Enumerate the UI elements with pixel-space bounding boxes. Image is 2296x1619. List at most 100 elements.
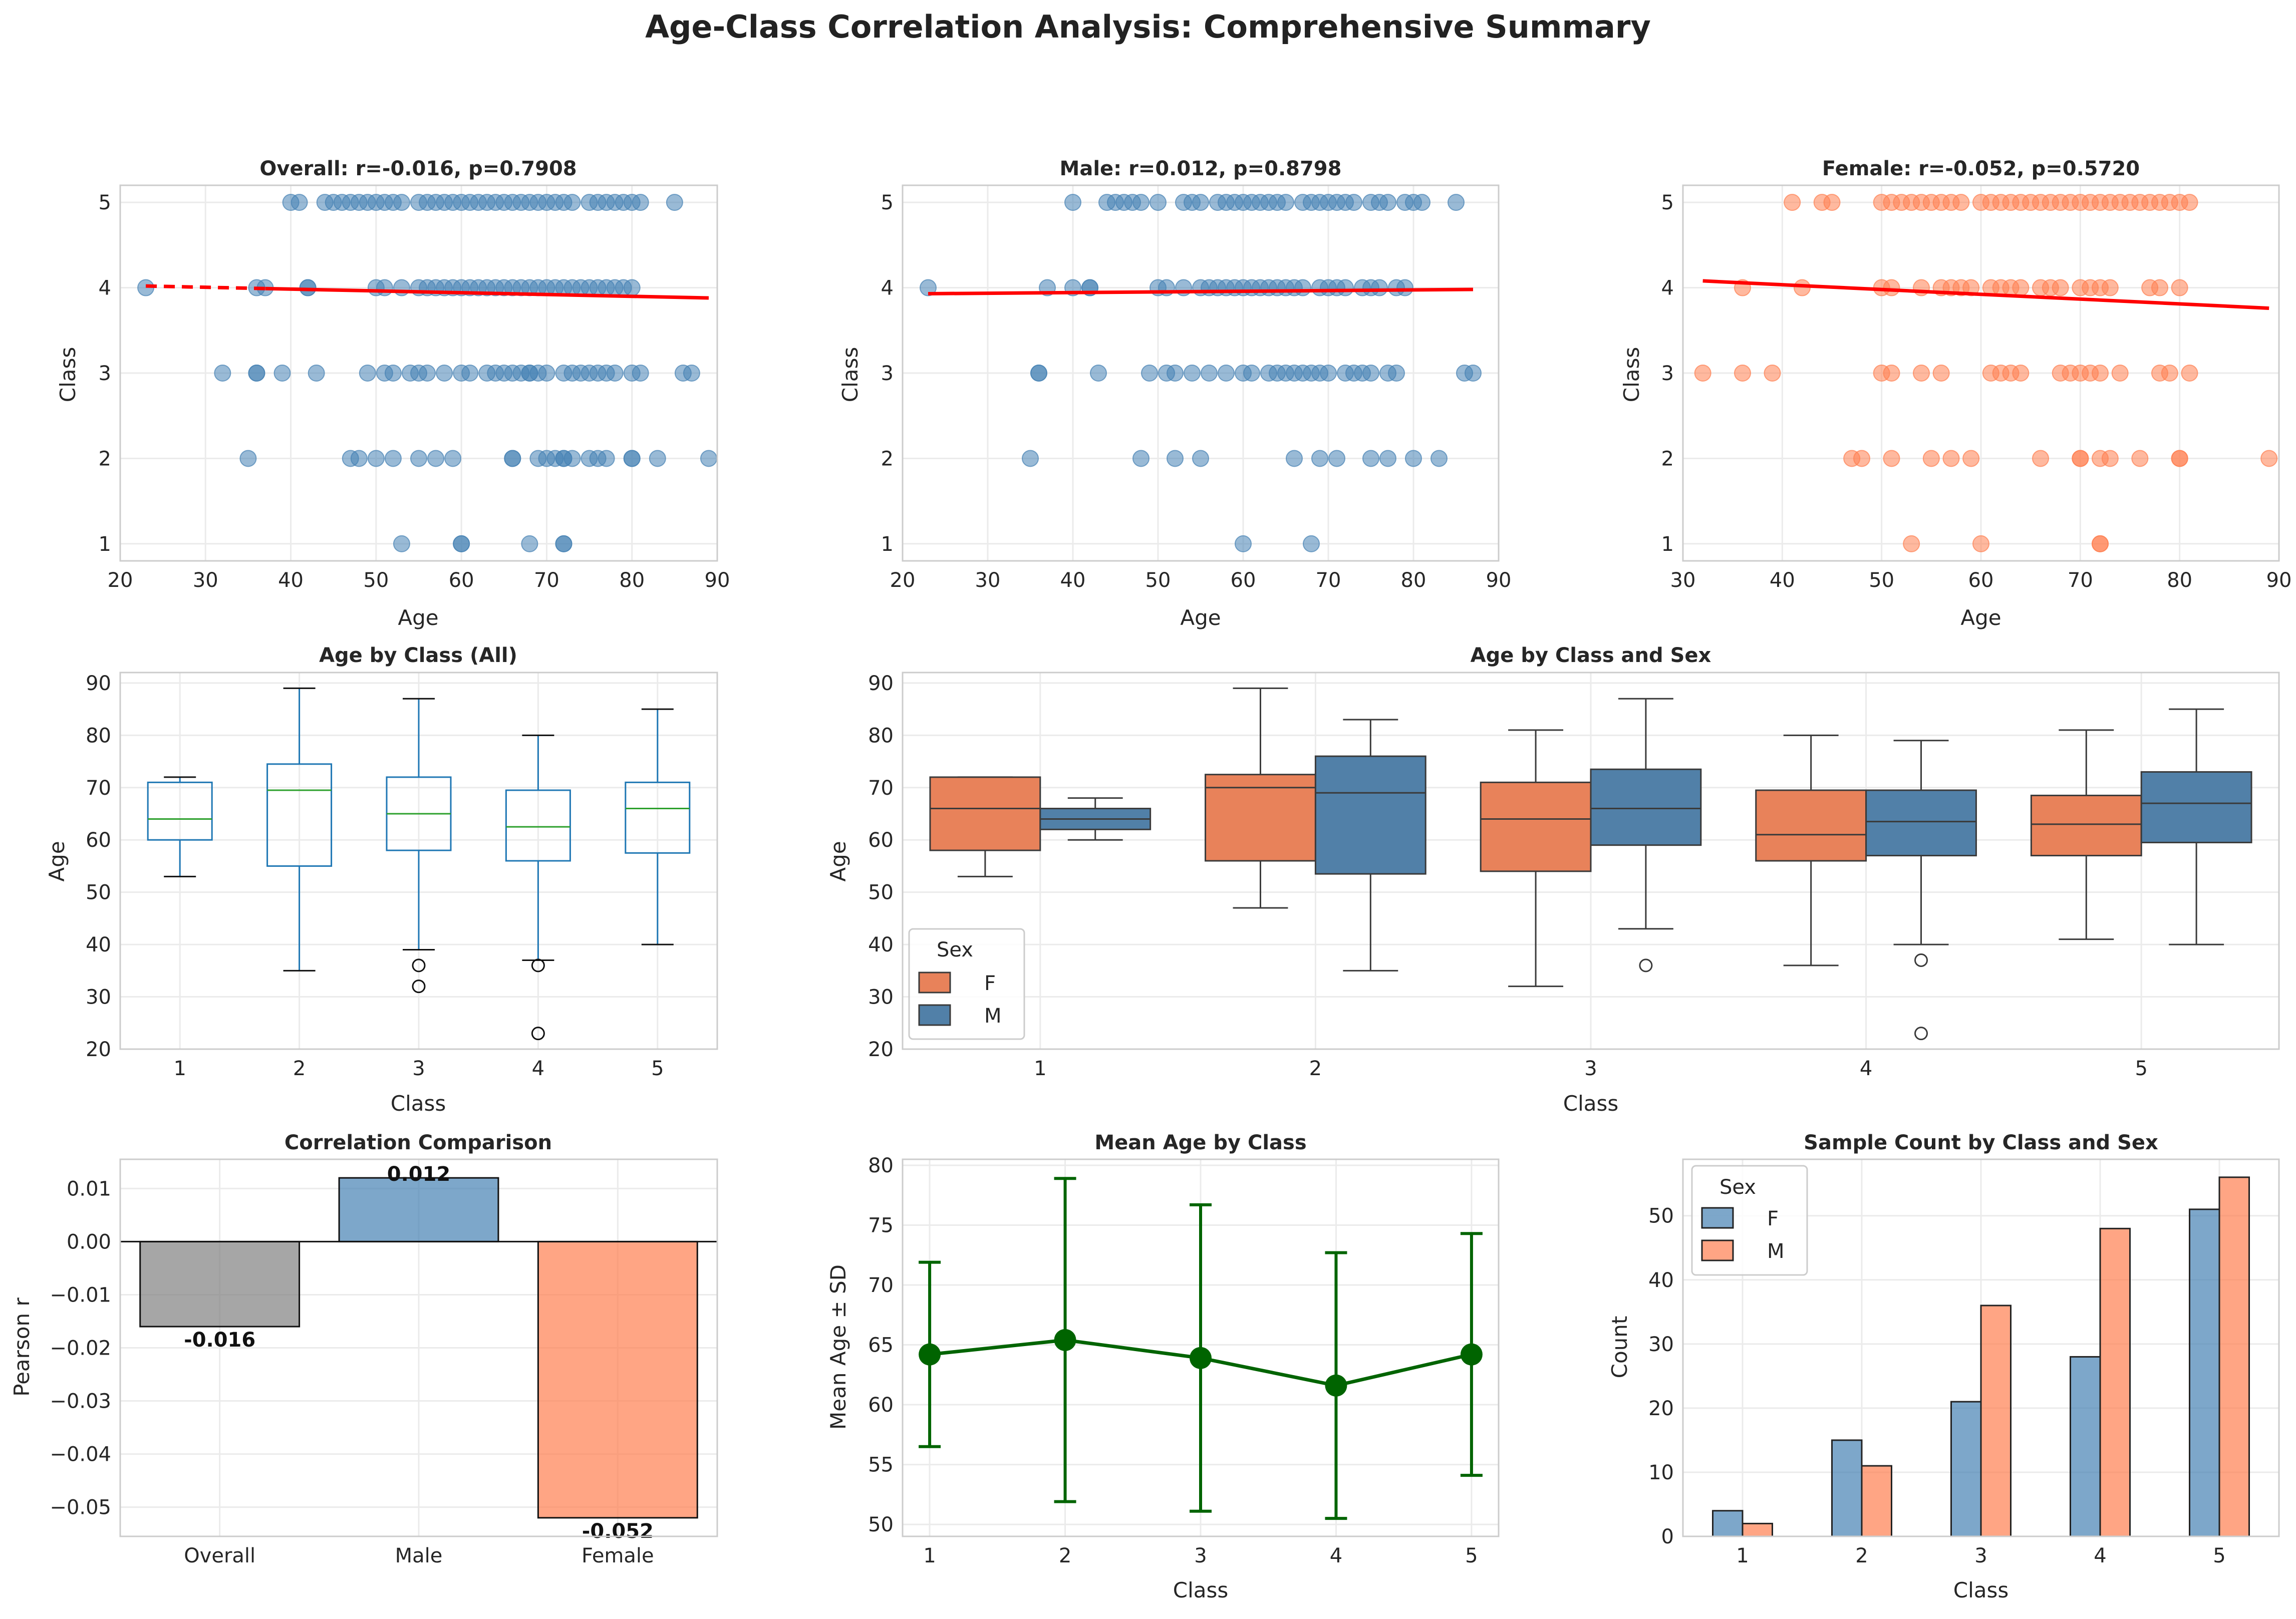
axes-frame [119,184,718,562]
scatter-point [350,450,368,467]
scatter-point [1167,365,1184,382]
y-tick-label: −0.03 [50,1390,111,1413]
scatter-point [2111,365,2129,382]
scatter-point [1903,535,1920,552]
x-tick-label: 5 [2135,1057,2147,1080]
bar-f [1712,1510,1744,1537]
scatter-point [2092,365,2109,382]
scatter-point [273,365,291,382]
axes-frame [119,672,718,1050]
x-tick-label: 20 [108,569,133,592]
x-tick-label: 90 [705,569,730,592]
box-m-outlier [1914,1027,1928,1041]
x-tick-label: 30 [193,569,218,592]
x-tick-label: 30 [975,569,1001,592]
x-tick-label: 80 [619,569,645,592]
x-tick-label: 70 [1316,569,1341,592]
scatter-point [1823,194,1841,211]
scatter-point [419,365,436,382]
scatter-point [632,365,649,382]
x-tick-label: 50 [363,569,389,592]
scatter-point [1337,279,1354,296]
bar-f [2189,1208,2220,1537]
panel-overall-scatter: Overall: r=-0.016, p=0.7908 Age Class 20… [56,157,730,630]
y-tick-label: 75 [868,1214,894,1237]
mean-point [1460,1343,1483,1366]
scatter-point [1972,535,1989,552]
y-tick-label: 90 [86,672,111,695]
ylabel-corr: Pearson r [10,1298,34,1397]
panel-sample-count: Sample Count by Class and Sex Class Coun… [1607,1131,2280,1602]
bar-f [1831,1439,1863,1537]
scatter-point [606,365,624,382]
scatter-point [2032,450,2049,467]
x-tick-label: 40 [1770,569,1795,592]
scatter-point [1328,450,1345,467]
x-tick-label: 80 [1401,569,1426,592]
scatter-point [1396,279,1413,296]
panel-correlation-comparison: Correlation Comparison Pearson r Overall… [10,1131,718,1567]
y-tick-label: 30 [868,986,894,1009]
x-tick-label: 50 [1145,569,1171,592]
x-tick-label: 2 [293,1057,306,1080]
box-f-body [1755,789,1867,862]
ylabel-overall: Class [56,347,80,403]
box-f-body [1480,781,1592,872]
scatter-point [1465,365,1482,382]
y-tick-label: 4 [881,277,894,300]
scatter-point [1883,279,1900,296]
box-f-body [2030,794,2142,857]
scatter-point [598,450,615,467]
y-tick-label: 55 [868,1454,894,1477]
panel-box-sex: Age by Class and Sex Class Age 1 2 3 4 5 20 30… [826,644,2280,1116]
box-m-body [2140,771,2252,843]
x-tick-label: 2 [1309,1057,1322,1080]
y-tick-label: 3 [881,362,894,385]
scatter-point [1913,365,1930,382]
scatter-point [555,535,572,552]
scatter-point [2171,450,2188,467]
xlabel-count: Class [1953,1578,2009,1602]
x-tick-label: 40 [278,569,304,592]
scatter-point [1132,450,1150,467]
scatter-point [2072,450,2089,467]
y-tick-label: 40 [868,933,894,956]
y-tick-label: 2 [99,447,111,470]
box-m-body [1590,768,1702,846]
scatter-point [521,535,538,552]
scatter-point [504,450,521,467]
scatter-point [2181,365,2198,382]
scatter-point [393,194,410,211]
y-tick-label: 20 [868,1038,894,1061]
scatter-point [1784,194,1801,211]
scatter-point [1362,450,1379,467]
y-tick-label: 20 [1648,1397,1674,1420]
y-tick-label: 60 [868,1394,894,1417]
bar-value-label: -0.016 [184,1329,255,1352]
scatter-point [1132,194,1150,211]
y-tick-label: 1 [881,533,894,556]
scatter-point [649,450,666,467]
scatter-point [1883,365,1900,382]
legend-label-f: F [1767,1207,1779,1230]
scatter-point [1853,450,1870,467]
y-tick-label: 3 [1661,362,1674,385]
legend-title: Sex [1719,1176,1756,1199]
scatter-point [444,450,462,467]
box-m-outlier [1639,958,1653,973]
scatter-point [384,365,402,382]
scatter-point [1952,194,1970,211]
scatter-point [1883,450,1900,467]
x-tick-label: Female [582,1544,654,1567]
box-body [505,789,571,862]
panel-title-box-sex: Age by Class and Sex [1471,644,1711,667]
scatter-point [291,194,308,211]
scatter-point [623,450,641,467]
scatter-point [623,279,641,296]
legend-title: Sex [937,938,973,961]
x-tick-label: 40 [1060,569,1086,592]
y-tick-label: 1 [99,533,111,556]
ylabel-female: Class [1619,347,1644,403]
x-tick-label: 4 [1860,1057,1872,1080]
legend-swatch-f [1701,1207,1734,1229]
